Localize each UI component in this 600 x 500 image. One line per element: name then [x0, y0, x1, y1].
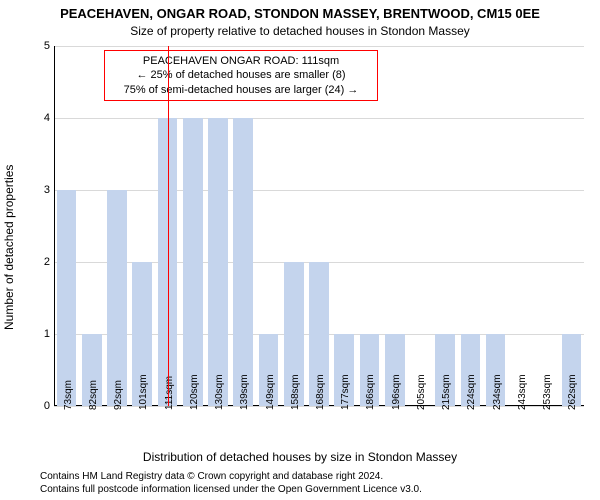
plot-area: PEACEHAVEN ONGAR ROAD: 111sqm ← 25% of d… [54, 46, 584, 406]
x-axis-label: Distribution of detached houses by size … [0, 450, 600, 464]
annotation-line1: PEACEHAVEN ONGAR ROAD: 111sqm [111, 54, 371, 68]
bar [107, 190, 127, 406]
bar [233, 118, 253, 406]
gridline [54, 46, 584, 47]
bar [208, 118, 228, 406]
annotation-line2: ← 25% of detached houses are smaller (8) [111, 68, 371, 82]
annotation-line3: 75% of semi-detached houses are larger (… [111, 83, 371, 97]
gridline [54, 118, 584, 119]
footer-line2: Contains full postcode information licen… [40, 484, 422, 497]
y-axis-label: Number of detached properties [2, 165, 16, 330]
y-tick-label: 2 [36, 256, 50, 268]
footer-attribution: Contains HM Land Registry data © Crown c… [40, 471, 422, 496]
bar [57, 190, 77, 406]
bar [183, 118, 203, 406]
chart-title-sub: Size of property relative to detached ho… [0, 24, 600, 38]
gridline [54, 190, 584, 191]
chart-title-main: PEACEHAVEN, ONGAR ROAD, STONDON MASSEY, … [0, 6, 600, 21]
annotation-box: PEACEHAVEN ONGAR ROAD: 111sqm ← 25% of d… [104, 50, 378, 101]
footer-line1: Contains HM Land Registry data © Crown c… [40, 471, 422, 484]
y-tick-label: 1 [36, 328, 50, 340]
chart-container: PEACEHAVEN, ONGAR ROAD, STONDON MASSEY, … [0, 0, 600, 500]
y-tick-label: 3 [36, 184, 50, 196]
y-axis-line [54, 46, 55, 406]
y-tick-label: 0 [36, 400, 50, 412]
y-tick-label: 4 [36, 112, 50, 124]
reference-line [168, 46, 169, 406]
y-tick-label: 5 [36, 40, 50, 52]
